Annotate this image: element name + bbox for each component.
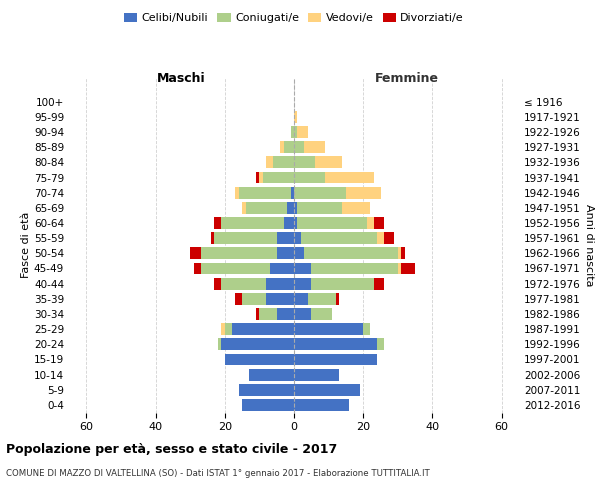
Bar <box>398 248 401 259</box>
Bar <box>287 202 294 214</box>
Bar <box>277 308 294 320</box>
Bar <box>311 278 374 289</box>
Bar <box>363 323 370 335</box>
Legend: Celibi/Nubili, Coniugati/e, Vedovi/e, Divorziati/e: Celibi/Nubili, Coniugati/e, Vedovi/e, Di… <box>119 8 469 28</box>
Bar <box>325 172 374 183</box>
Bar <box>280 142 284 153</box>
Bar <box>294 248 304 259</box>
Bar <box>270 262 294 274</box>
Bar <box>190 248 200 259</box>
Bar <box>211 232 214 244</box>
Y-axis label: Anni di nascita: Anni di nascita <box>584 204 595 286</box>
Bar <box>298 202 343 214</box>
Bar <box>294 399 349 411</box>
Bar <box>242 293 266 304</box>
Bar <box>242 202 245 214</box>
Bar <box>290 187 294 198</box>
Bar <box>294 111 298 123</box>
Bar <box>284 217 294 229</box>
Bar <box>266 278 294 289</box>
Bar <box>301 232 377 244</box>
Bar <box>367 217 374 229</box>
Bar <box>225 354 294 366</box>
Text: Maschi: Maschi <box>157 72 206 85</box>
Bar <box>294 293 308 304</box>
Bar <box>266 293 294 304</box>
Bar <box>221 217 284 229</box>
Bar <box>401 248 405 259</box>
Bar <box>298 217 367 229</box>
Bar <box>294 156 315 168</box>
Bar <box>242 399 294 411</box>
Text: Femmine: Femmine <box>374 72 439 85</box>
Bar <box>256 308 259 320</box>
Bar <box>263 172 294 183</box>
Bar <box>374 217 384 229</box>
Bar <box>294 354 377 366</box>
Bar <box>218 338 221 350</box>
Bar <box>374 278 384 289</box>
Bar <box>239 187 290 198</box>
Text: COMUNE DI MAZZO DI VALTELLINA (SO) - Dati ISTAT 1° gennaio 2017 - Elaborazione T: COMUNE DI MAZZO DI VALTELLINA (SO) - Dat… <box>6 469 430 478</box>
Bar <box>235 187 239 198</box>
Bar <box>256 172 259 183</box>
Bar <box>294 142 304 153</box>
Bar <box>294 384 360 396</box>
Bar <box>294 202 298 214</box>
Bar <box>277 248 294 259</box>
Bar <box>273 156 294 168</box>
Bar <box>277 232 294 244</box>
Bar <box>200 262 270 274</box>
Bar <box>294 323 363 335</box>
Bar <box>249 368 294 380</box>
Bar <box>308 293 335 304</box>
Bar <box>315 156 343 168</box>
Bar <box>245 202 287 214</box>
Bar <box>398 262 401 274</box>
Bar <box>343 202 370 214</box>
Bar <box>214 278 221 289</box>
Bar <box>401 262 415 274</box>
Bar <box>221 278 266 289</box>
Y-axis label: Fasce di età: Fasce di età <box>21 212 31 278</box>
Bar <box>290 126 294 138</box>
Bar <box>377 338 384 350</box>
Bar <box>294 308 311 320</box>
Bar <box>294 187 346 198</box>
Bar <box>294 232 301 244</box>
Bar <box>294 126 298 138</box>
Bar <box>214 232 277 244</box>
Bar <box>311 308 332 320</box>
Bar <box>304 248 398 259</box>
Bar <box>194 262 200 274</box>
Bar <box>298 126 308 138</box>
Bar <box>232 323 294 335</box>
Bar <box>294 338 377 350</box>
Bar <box>239 384 294 396</box>
Bar <box>294 217 298 229</box>
Bar <box>221 338 294 350</box>
Bar <box>335 293 339 304</box>
Bar <box>284 142 294 153</box>
Bar <box>221 323 225 335</box>
Bar <box>225 323 232 335</box>
Bar <box>259 308 277 320</box>
Bar <box>235 293 242 304</box>
Bar <box>294 278 311 289</box>
Text: Popolazione per età, sesso e stato civile - 2017: Popolazione per età, sesso e stato civil… <box>6 442 337 456</box>
Bar <box>294 262 311 274</box>
Bar <box>214 217 221 229</box>
Bar <box>384 232 394 244</box>
Bar <box>200 248 277 259</box>
Bar <box>346 187 380 198</box>
Bar <box>304 142 325 153</box>
Bar <box>266 156 273 168</box>
Bar <box>259 172 263 183</box>
Bar <box>294 368 339 380</box>
Bar <box>377 232 384 244</box>
Bar <box>294 172 325 183</box>
Bar <box>311 262 398 274</box>
